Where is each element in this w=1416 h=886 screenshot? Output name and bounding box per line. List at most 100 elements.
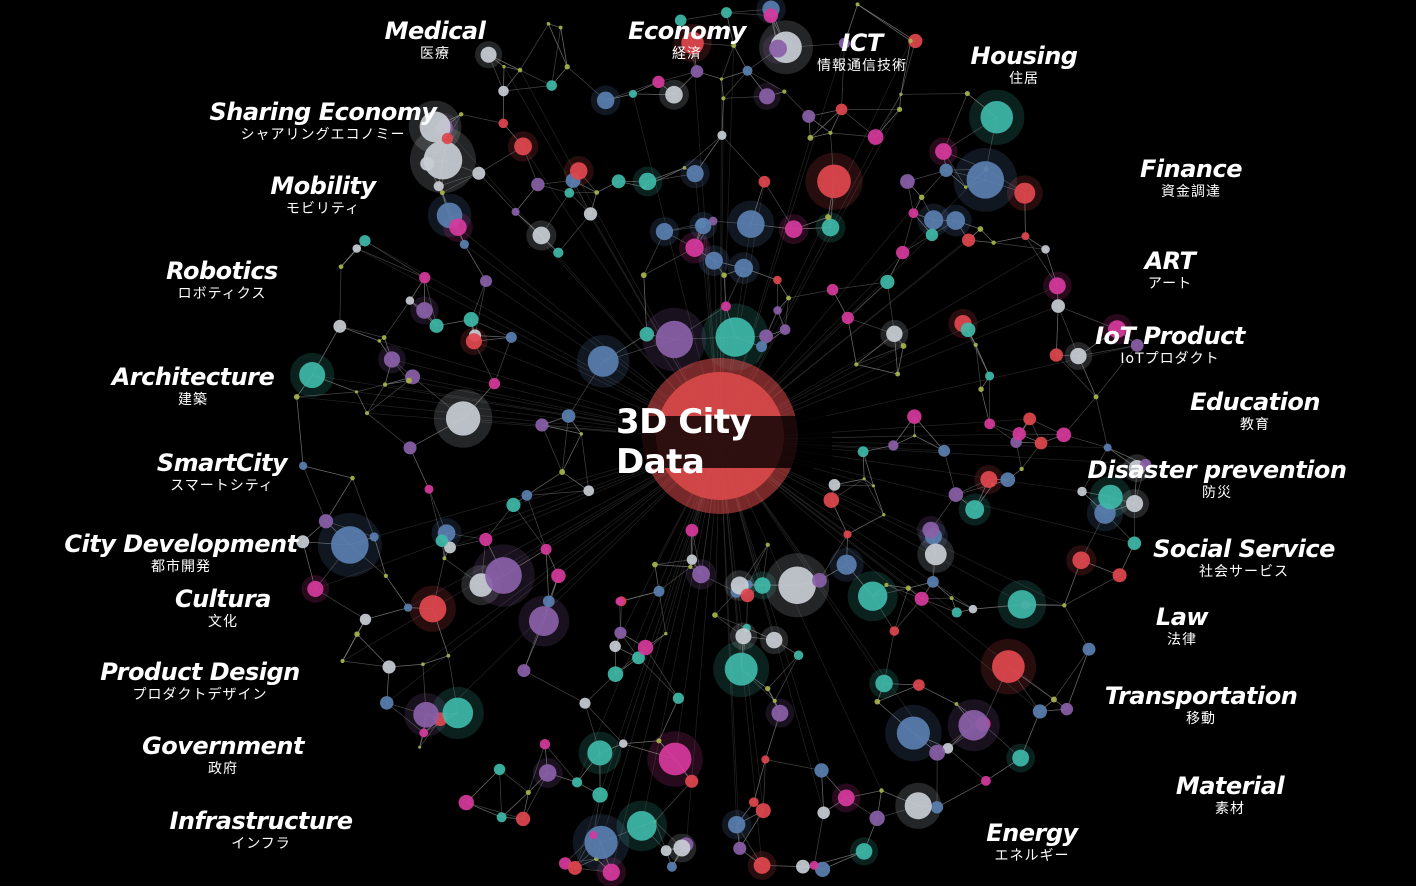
category-name: Medical [384,17,486,45]
network-node [521,490,533,501]
network-edge [558,213,591,253]
network-node [658,742,692,776]
network-edge [841,43,845,110]
network-edge [658,71,698,83]
network-edge [548,23,568,67]
network-edge [356,633,390,668]
network-node [925,228,939,242]
network-node [942,742,954,754]
network-node [607,666,624,682]
network-node [963,185,968,189]
network-edge [519,23,549,71]
network-edge [862,451,874,486]
network-node [768,39,787,58]
network-edge [339,326,380,342]
network-edge [1053,649,1090,700]
category-name-ja: 資金調達 [1161,184,1221,200]
network-edge [887,281,895,334]
network-node [602,863,620,881]
network-edge [303,465,353,479]
network-node [754,577,771,594]
network-node [496,812,507,823]
category-name-ja: 住居 [1009,71,1039,87]
network-node [1034,436,1048,450]
network-node [587,345,619,377]
network-node [587,740,613,766]
network-edge [384,380,409,385]
network-node [377,339,382,343]
network-node [446,653,451,658]
network-edge [541,424,582,435]
network-node [884,582,889,588]
network-edge [873,485,885,515]
category-name: Cultura [174,585,272,613]
network-node [1032,704,1048,719]
network-node [968,604,978,614]
network-edge [862,451,874,486]
network-node [871,484,876,488]
network-node [924,543,947,566]
network-node [1062,603,1067,608]
network-node [498,118,509,129]
network-node [1127,536,1142,551]
network-node [773,306,782,315]
network-node [960,322,976,338]
network-node [965,500,985,519]
network-node [1103,443,1112,452]
network-edge [499,769,529,793]
network-node [442,556,447,561]
network-edge [747,544,769,585]
category-name: Product Design [100,658,300,686]
network-edge [883,630,895,684]
network-edge [339,326,385,338]
network-edge [943,93,968,152]
network-node [493,763,506,776]
network-node [889,626,900,636]
category-label-education: Education 教育 [1180,388,1330,434]
network-edge [580,433,590,491]
network-edge [714,614,747,629]
network-node [771,704,789,722]
network-edge [721,98,724,136]
network-edge [847,317,895,335]
network-node [758,175,771,188]
category-name-ja: アート [1147,276,1193,292]
network-node [293,394,300,400]
network-node [786,295,791,301]
network-node [825,214,832,221]
network-node [640,272,647,279]
network-node [383,351,401,368]
network-edge [623,740,659,745]
network-node [980,775,991,786]
network-node [609,640,621,653]
network-edge [877,684,920,703]
network-node [908,38,913,44]
network-node [405,296,415,305]
category-label-material: Material 素材 [1165,772,1295,818]
network-edge [485,504,514,540]
network-edge [342,619,366,662]
category-name-ja: 防災 [1202,485,1232,501]
network-edge [767,655,799,689]
network-node [514,137,532,156]
network-edge [975,344,982,390]
network-edge [863,478,874,487]
network-edge [1078,345,1138,357]
network-node [405,377,412,384]
network-edge [897,345,904,375]
network-edge [296,396,304,466]
network-node [403,603,413,612]
network-node [939,163,953,177]
network-node [480,46,497,63]
network-node [809,860,819,870]
network-node [869,810,885,826]
network-edge [561,433,582,473]
network-edge [721,45,735,80]
network-node [340,658,345,664]
network-edge [975,344,990,377]
network-node [836,554,857,575]
network-node [318,514,334,529]
category-label-mobility: Mobility モビリティ [263,172,383,218]
network-node [857,446,869,458]
network-node [720,7,732,19]
